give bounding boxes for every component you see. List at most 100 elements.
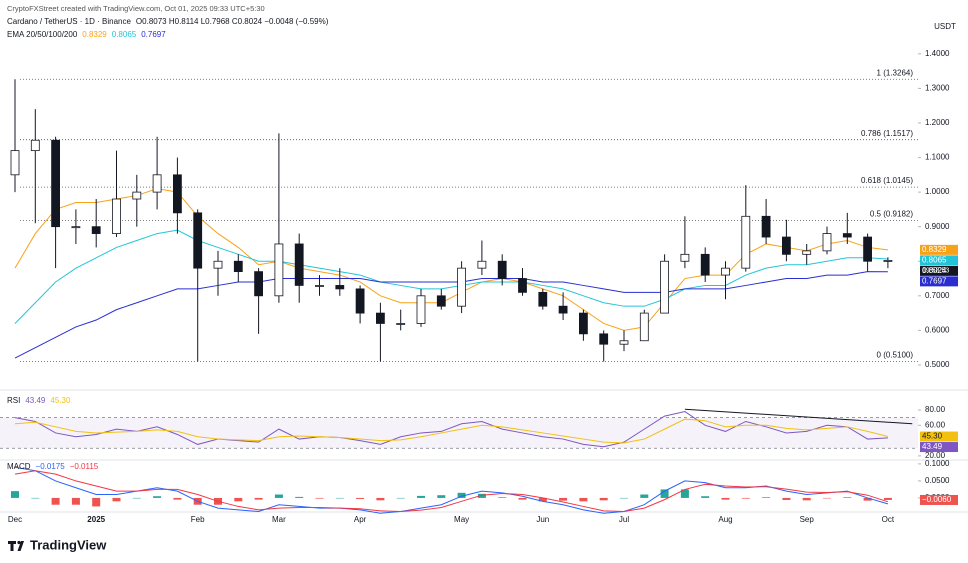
macd-histogram-bar [883, 497, 892, 500]
candle-body [274, 243, 284, 297]
rsi-value: 45.30 [50, 396, 71, 405]
candle-body [721, 267, 730, 276]
axis-unit: USDT [934, 22, 956, 31]
y-tick-label: 0.6000 [925, 325, 950, 334]
price-tag [920, 244, 958, 255]
macd-histogram-bar [112, 497, 121, 502]
candle-body [538, 291, 548, 307]
x-tick-label: Aug [718, 515, 732, 524]
macd-histogram-bar [762, 497, 771, 498]
x-tick-label: Mar [272, 515, 286, 524]
x-tick-label: Oct [882, 515, 895, 524]
candle-body [741, 215, 751, 269]
candle-body [10, 150, 20, 176]
countdown: 19:58:53 [922, 267, 949, 274]
y-tick-label: 0.1000 [925, 459, 950, 468]
candle-body [639, 312, 649, 342]
y-tick-label: 1.2000 [925, 118, 950, 127]
price-tag-label: 0.8329 [922, 245, 947, 254]
candle-body [152, 174, 162, 193]
candle-body [680, 253, 690, 262]
x-tick-label: Apr [354, 515, 367, 524]
candle-body [396, 323, 406, 325]
macd-histogram-bar [132, 497, 141, 499]
x-tick-label: Feb [191, 515, 205, 524]
candle-body [436, 295, 446, 307]
price-tag-label: 45.30 [922, 432, 943, 441]
price-tag-label: 0.8024 [922, 266, 947, 275]
macd-histogram-bar [437, 495, 446, 498]
price-tag-label: 43.49 [922, 442, 943, 451]
candle-body [822, 233, 832, 252]
macd-value: −0.0115 [70, 462, 99, 471]
macd-histogram-bar [173, 497, 182, 500]
price-tag [920, 431, 958, 442]
rsi-band [0, 417, 918, 449]
candle-body [599, 333, 609, 345]
rsi-line [14, 418, 889, 444]
candle-body [112, 198, 121, 234]
macd-histogram-bar [51, 497, 60, 505]
macd-histogram-bar [701, 496, 710, 498]
rsi-value: 43.49 [25, 396, 46, 405]
fib-label: 0.618 (1.0145) [861, 176, 913, 185]
candle-body [233, 260, 243, 273]
fib-label: 1 (1.3264) [877, 68, 914, 77]
macd-histogram-bar [295, 496, 304, 498]
y-tick-label: 1.1000 [925, 153, 950, 162]
price-tag [920, 265, 958, 276]
x-tick-label: Dec [8, 515, 22, 524]
ohlc: O0.8073 H0.8114 L0.7968 C0.8024 −0.0048 … [136, 17, 329, 26]
macd-histogram-bar [640, 494, 649, 498]
macd-histogram-bar [518, 497, 527, 500]
ema-value: 0.8329 [82, 30, 107, 39]
y-tick-label: 0.5000 [925, 360, 950, 369]
candle-body [193, 212, 203, 269]
candle-body [294, 243, 304, 286]
y-tick-label: 80.00 [925, 405, 946, 414]
x-tick-label: 2025 [87, 515, 105, 524]
fib-label: 0.5 (0.9182) [870, 209, 913, 218]
macd-histogram-bar [823, 497, 831, 499]
candle-body [254, 271, 264, 297]
candle-body [842, 233, 852, 238]
macd-histogram-bar [498, 497, 507, 498]
rsi-title: RSI [7, 396, 20, 405]
macd-histogram-bar [599, 497, 608, 501]
candle-body [91, 226, 101, 234]
macd-histogram-bar [843, 497, 852, 498]
ema-value: 0.7697 [141, 30, 166, 39]
macd-histogram-bar [417, 495, 425, 498]
candle-body [883, 260, 893, 262]
trendline [684, 408, 913, 425]
symbol-title: Cardano / TetherUS · 1D · Binance [7, 17, 131, 26]
macd-histogram-bar [92, 497, 101, 507]
macd-histogram-bar [254, 497, 263, 500]
macd-histogram-bar [863, 497, 872, 501]
candle-body [700, 253, 710, 276]
macd-histogram-bar [31, 497, 40, 499]
x-tick-label: May [454, 515, 469, 524]
macd-line [14, 470, 889, 513]
macd-histogram-bar [274, 494, 283, 498]
candle-body [375, 312, 385, 324]
y-tick-label: 0.7000 [925, 291, 950, 300]
macd-histogram-bar [315, 497, 324, 499]
x-tick-label: Jul [619, 515, 629, 524]
macd-histogram-bar [234, 497, 243, 502]
price-tag [920, 442, 958, 453]
price-tag [920, 255, 958, 266]
price-tag-label: 0.7697 [922, 276, 947, 285]
y-tick-label: 20.00 [925, 451, 946, 460]
brand: TradingView [30, 537, 107, 552]
candle-body [416, 295, 426, 324]
y-tick-label: 0.0500 [925, 476, 950, 485]
credit: CryptoFXStreet created with TradingView.… [7, 4, 265, 13]
macd-histogram-bar [782, 497, 791, 500]
y-tick-label: 1.3000 [925, 84, 950, 93]
candle-body [497, 260, 507, 279]
ema-line [14, 271, 888, 359]
ema-value: 0.8065 [112, 30, 137, 39]
y-tick-label: 0.9000 [925, 222, 950, 231]
ema-line [14, 229, 888, 324]
